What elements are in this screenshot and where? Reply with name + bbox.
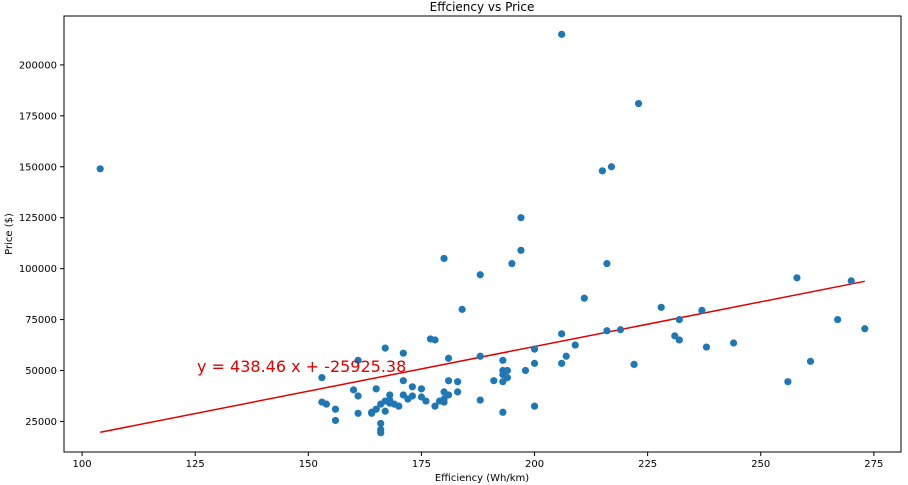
data-point — [417, 385, 426, 393]
data-point — [530, 345, 539, 353]
data-point — [349, 386, 358, 394]
plot-area — [63, 15, 902, 453]
data-point — [603, 259, 611, 268]
data-point — [702, 343, 711, 351]
data-point — [444, 391, 453, 399]
data-point — [558, 359, 566, 367]
y-tick-label: 75000 — [25, 315, 57, 326]
x-tick-label: 175 — [412, 459, 431, 470]
data-points — [96, 30, 869, 437]
data-point — [558, 30, 566, 38]
plot-frame — [63, 15, 902, 453]
data-point — [784, 378, 792, 386]
data-point — [354, 356, 362, 364]
data-point — [458, 305, 466, 313]
y-tick-label: 175000 — [19, 111, 57, 122]
data-point — [476, 352, 484, 360]
data-point — [607, 163, 616, 171]
data-point — [399, 349, 407, 357]
x-tick-label: 125 — [186, 459, 205, 470]
data-point — [861, 325, 869, 333]
y-tick-label: 100000 — [19, 264, 57, 275]
data-point — [318, 374, 326, 382]
data-point — [657, 303, 665, 311]
data-point — [508, 259, 516, 268]
data-point — [322, 400, 331, 408]
data-point — [847, 277, 855, 285]
data-point — [675, 315, 683, 324]
y-tick-label: 125000 — [19, 213, 57, 224]
x-axis: 100 125 150 175 200 225 250 275 — [73, 452, 883, 470]
y-tick-label: 25000 — [25, 417, 57, 428]
y-axis: 25000 50000 75000 100000 125000 150000 175000 2… — [19, 60, 64, 428]
data-point — [354, 392, 362, 400]
data-point — [454, 388, 462, 396]
data-point — [440, 398, 448, 406]
data-point — [603, 327, 611, 335]
data-point — [499, 356, 507, 364]
x-axis-label: Efficiency (Wh/km) — [435, 473, 529, 484]
data-point — [562, 352, 570, 360]
data-point — [377, 429, 385, 437]
data-point — [444, 354, 453, 362]
data-point — [616, 326, 625, 334]
data-point — [517, 246, 525, 254]
data-point — [476, 396, 484, 404]
data-point — [422, 397, 430, 405]
data-point — [580, 294, 588, 302]
data-point — [598, 167, 606, 175]
data-point — [571, 341, 579, 349]
data-point — [499, 408, 507, 416]
x-tick-label: 250 — [751, 459, 770, 470]
data-point — [381, 407, 389, 415]
data-point — [440, 254, 448, 263]
data-point — [377, 419, 385, 428]
data-point — [730, 339, 738, 347]
y-tick-label: 50000 — [25, 366, 57, 377]
y-axis-label: Price ($) — [4, 213, 15, 255]
data-point — [793, 274, 801, 282]
data-point — [517, 214, 525, 222]
x-tick-label: 275 — [864, 459, 883, 470]
data-point — [634, 100, 643, 108]
y-tick-label: 150000 — [19, 162, 57, 173]
regression-equation: y = 438.46 x + -25925.38 — [197, 357, 406, 376]
data-point — [521, 366, 530, 375]
data-point — [834, 315, 842, 324]
data-point — [354, 409, 362, 417]
x-tick-label: 150 — [299, 459, 318, 470]
data-point — [431, 402, 439, 410]
data-point — [558, 330, 566, 338]
data-point — [381, 344, 389, 352]
data-point — [490, 377, 498, 385]
data-point — [372, 385, 380, 393]
y-tick-label: 200000 — [19, 60, 57, 71]
data-point — [331, 405, 340, 413]
data-point — [476, 271, 484, 279]
data-point — [806, 357, 815, 365]
data-point — [386, 391, 394, 399]
data-point — [408, 392, 416, 400]
data-point — [503, 374, 511, 382]
data-point — [372, 405, 380, 413]
data-point — [530, 402, 539, 410]
data-point — [395, 402, 403, 410]
data-point — [454, 378, 462, 386]
chart-title: Effciency vs Price — [430, 0, 535, 14]
data-point — [408, 383, 416, 391]
data-point — [431, 336, 439, 344]
data-point — [630, 360, 638, 368]
data-point — [399, 377, 407, 385]
data-point — [444, 377, 453, 385]
x-tick-label: 100 — [73, 459, 92, 470]
data-point — [331, 416, 340, 425]
data-point — [675, 336, 683, 344]
x-tick-label: 200 — [525, 459, 544, 470]
data-point — [96, 165, 104, 173]
data-point — [530, 359, 539, 367]
data-point — [698, 306, 706, 315]
data-point — [503, 366, 511, 375]
x-tick-label: 225 — [638, 459, 657, 470]
